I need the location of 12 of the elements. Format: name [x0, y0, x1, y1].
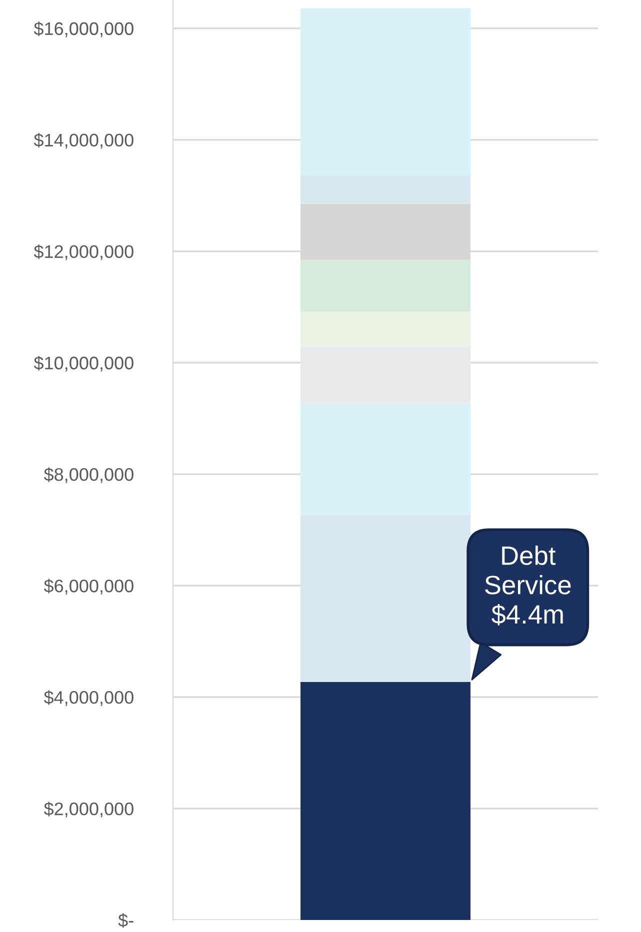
bar — [300, 260, 470, 312]
y-tick-label: $4,000,000 — [44, 690, 134, 706]
y-tick-label: $14,000,000 — [34, 132, 134, 149]
y-tick-label: $- — [118, 913, 134, 928]
y-tick-label: $12,000,000 — [34, 244, 134, 260]
y-tick-label: $16,000,000 — [34, 22, 134, 38]
bar — [300, 682, 470, 920]
annotation: Debt Service $4.4m — [485, 546, 571, 626]
y-tick-label: $8,000,000 — [44, 467, 134, 484]
y-tick-label: $2,000,000 — [44, 802, 134, 818]
y-tick-label: $10,000,000 — [34, 356, 134, 372]
y-tick-label: $6,000,000 — [44, 578, 134, 594]
